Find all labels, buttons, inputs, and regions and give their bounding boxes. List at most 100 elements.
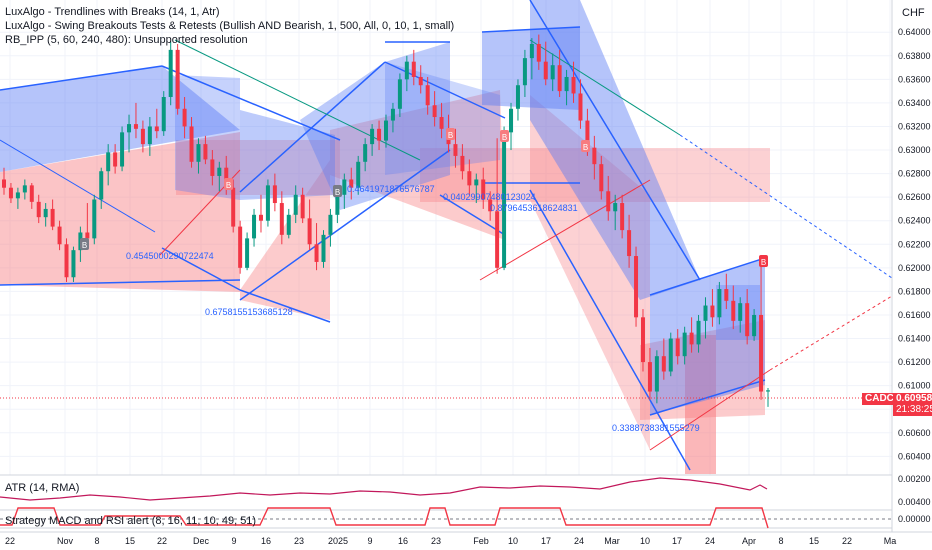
- candle-body: [189, 126, 194, 162]
- candle: [64, 238, 69, 282]
- indicator-legend-atr[interactable]: ATR (14, RMA): [5, 482, 80, 494]
- x-tick-label: 9: [231, 536, 236, 546]
- candle: [168, 41, 173, 106]
- strategy-tick: 0.00000: [898, 514, 931, 524]
- candle: [502, 126, 507, 271]
- candle: [182, 97, 187, 139]
- candle-body: [140, 128, 145, 145]
- grid: [0, 0, 892, 475]
- candle-body: [696, 320, 701, 345]
- candle: [418, 65, 423, 94]
- indicator-legend-strategy[interactable]: Strategy MACD and RSI alert (8, 16, 11, …: [5, 515, 257, 527]
- x-tick-label: 8: [778, 536, 783, 546]
- annotation-label: 0.3388738381555279: [612, 423, 700, 433]
- candle-body: [307, 218, 312, 245]
- indicator-legend-trendlines[interactable]: LuxAlgo - Trendlines with Breaks (14, 1,…: [5, 6, 220, 18]
- y-tick-label: 0.61400: [898, 334, 931, 344]
- candle-body: [265, 185, 270, 221]
- candle: [71, 246, 76, 282]
- trendline: [649, 369, 771, 451]
- candle: [606, 175, 611, 221]
- x-tick-label: 16: [398, 536, 408, 546]
- bull-zone: [650, 258, 765, 415]
- candle: [377, 120, 382, 151]
- atr-line: [0, 477, 768, 501]
- bull-zone: [482, 27, 580, 110]
- candle: [356, 155, 361, 195]
- candle: [245, 232, 250, 271]
- last-price-tag: 0.60958: [893, 393, 932, 405]
- bull-zone: [175, 75, 240, 200]
- candle: [127, 114, 132, 153]
- candle-body: [349, 179, 354, 188]
- candle-body: [411, 61, 416, 77]
- trendline: [649, 257, 766, 296]
- candle-body: [15, 192, 20, 199]
- y-tick-label: 0.61800: [898, 286, 931, 296]
- candle: [314, 223, 319, 271]
- candle: [140, 120, 145, 153]
- y-tick-label: 0.63600: [898, 74, 931, 84]
- indicator-legend-swing[interactable]: LuxAlgo - Swing Breakouts Tests & Retest…: [5, 20, 455, 32]
- candle-body: [529, 43, 534, 59]
- y-tick-label: 0.62600: [898, 192, 931, 202]
- annotation-label: 0.8796453618624831: [490, 203, 578, 213]
- candle: [349, 167, 354, 200]
- candle-body: [203, 144, 208, 160]
- indicator-legend-pivots[interactable]: RB_IPP (5, 60, 240, 480): Unsupported re…: [5, 34, 248, 46]
- candle: [717, 281, 722, 325]
- candle: [252, 208, 257, 247]
- trendline: [0, 139, 156, 233]
- bear-marker: B: [446, 128, 455, 140]
- candle-body: [613, 203, 618, 212]
- candle-body: [418, 76, 423, 86]
- candle: [682, 326, 687, 365]
- candle: [710, 289, 715, 327]
- annotation-label: 0.4545000290722474: [126, 251, 214, 261]
- candle-body: [106, 152, 111, 172]
- candle: [745, 289, 750, 345]
- candle: [147, 117, 152, 156]
- svg-text:B: B: [335, 188, 340, 197]
- trendline: [481, 26, 581, 33]
- time-axis-ticks[interactable]: 22 Nov 8 15 22 Dec 9 16 23 2025 9 16 23 Feb 10 17 24 Mar 1…: [5, 536, 896, 546]
- x-tick-label: Nov: [57, 536, 74, 546]
- x-tick-label: 23: [294, 536, 304, 546]
- candle-body: [668, 338, 673, 372]
- structure-zones: [0, 0, 770, 474]
- candle-body: [92, 199, 97, 239]
- bull-zone: [300, 42, 450, 210]
- candle: [120, 126, 125, 172]
- candle-body: [675, 338, 680, 357]
- price-axis[interactable]: [892, 0, 932, 532]
- candle-body: [550, 65, 555, 80]
- candle: [731, 285, 736, 330]
- candle-body: [578, 93, 583, 121]
- x-tick-label: Mar: [604, 536, 620, 546]
- candle-body: [182, 108, 187, 127]
- candle: [481, 167, 486, 209]
- candle-body: [397, 79, 402, 109]
- candle-body: [321, 234, 326, 262]
- candle: [2, 167, 6, 195]
- candle: [258, 194, 263, 233]
- candle-body: [71, 250, 76, 278]
- candle: [99, 167, 104, 209]
- candle: [363, 138, 368, 172]
- candle: [175, 43, 180, 115]
- candle-body: [8, 187, 13, 199]
- candle: [675, 329, 680, 365]
- candle-body: [620, 203, 625, 231]
- trendline: [0, 65, 163, 91]
- candle: [217, 161, 222, 192]
- x-tick-label: 15: [125, 536, 135, 546]
- x-tick-label: Apr: [742, 536, 756, 546]
- candle: [640, 309, 645, 372]
- candle-body: [231, 187, 236, 227]
- candle-body: [50, 208, 55, 227]
- svg-text:B: B: [226, 181, 231, 190]
- candle: [759, 258, 764, 400]
- candle: [752, 309, 757, 341]
- candle: [460, 144, 465, 180]
